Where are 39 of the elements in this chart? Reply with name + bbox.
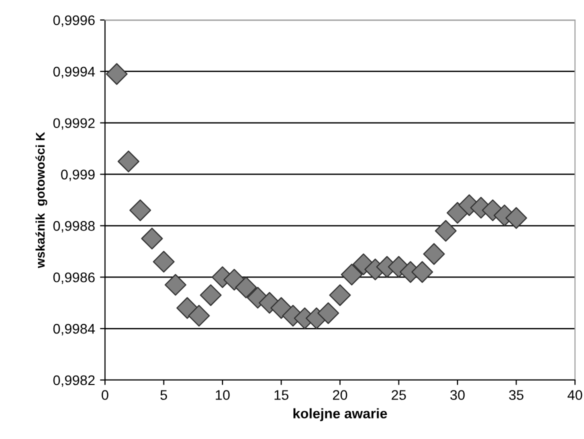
point xyxy=(235,276,257,298)
x-tick-label: 25 xyxy=(392,390,406,400)
point xyxy=(446,202,468,224)
point xyxy=(200,284,222,306)
y-tick-label: 0,999 xyxy=(61,170,95,182)
y-tick-label: 0,9996 xyxy=(53,15,95,27)
x-tick-label: 10 xyxy=(216,390,230,400)
x-tick-label: 0 xyxy=(102,390,108,400)
x-axis-title: kolejne awarie xyxy=(293,408,388,422)
x-tick-label: 15 xyxy=(274,390,288,400)
y-axis-title: wskaźnik gotowości K xyxy=(35,132,48,268)
x-tick-label: 20 xyxy=(332,390,348,400)
y-tick-label: 0,9992 xyxy=(53,118,95,130)
point xyxy=(423,243,445,265)
x-tick-label: 5 xyxy=(160,390,168,400)
point xyxy=(329,284,351,306)
point xyxy=(317,302,340,324)
point xyxy=(188,304,210,327)
y-tick-label: 0,9986 xyxy=(53,272,95,284)
point xyxy=(141,228,163,250)
point xyxy=(152,250,175,273)
y-tick-label: 0,9994 xyxy=(53,66,95,78)
y-tick-label: 0,9984 xyxy=(53,324,95,336)
x-tick-label: 35 xyxy=(509,390,524,400)
point xyxy=(434,220,457,242)
x-tick-label: 30 xyxy=(450,390,465,400)
x-tick-label: 40 xyxy=(568,390,582,400)
y-tick-label: 0,9982 xyxy=(53,375,95,387)
point xyxy=(129,199,152,222)
point xyxy=(176,297,198,319)
point xyxy=(505,207,528,229)
point xyxy=(411,261,434,283)
point xyxy=(106,63,128,85)
y-tick-label: 0,9988 xyxy=(53,221,95,233)
point xyxy=(270,297,292,319)
point xyxy=(340,264,363,286)
point xyxy=(118,150,140,172)
point xyxy=(223,268,246,291)
point xyxy=(164,274,186,296)
